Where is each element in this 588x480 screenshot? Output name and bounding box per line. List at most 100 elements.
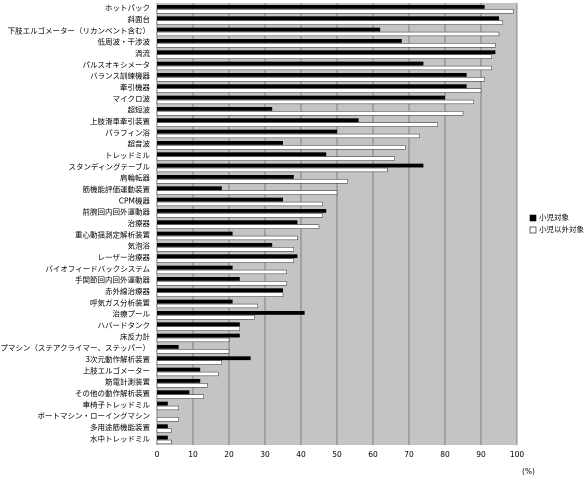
y-tick-label: 下肢エルゴメーター（リカンベント含む） [8,25,150,35]
bar [156,349,230,354]
bar [157,345,179,349]
x-tick-label: 70 [404,450,414,459]
y-tick-label: バランス訓練機器 [90,71,150,81]
y-tick-label: 上肢エルゴメーター [83,365,150,375]
bar [157,61,424,66]
y-tick-label: バイオフィードバックシステム [45,264,150,273]
bar [156,315,255,320]
y-tick-label: ハバードタンク [98,321,151,330]
bar [157,107,273,111]
x-tick-label: 10 [188,450,198,459]
y-tick-label: 筋電計測装置 [105,377,150,387]
x-tick-label: 50 [332,450,342,459]
y-tick-label: マイクロ波 [113,93,151,103]
bar [156,31,500,37]
bar [157,424,168,429]
bar [156,179,349,184]
y-tick-label: その他の動作解析装置 [75,388,150,398]
bar [157,322,240,327]
bar [156,371,219,377]
bar [157,39,402,43]
bar [157,288,283,293]
bar [156,145,406,150]
bar [157,231,233,236]
bar [157,141,283,145]
bar [157,129,337,134]
y-tick-label: 肩輪転器 [120,173,150,183]
y-tick-label: 呼気ガス分析装置 [90,297,150,307]
bar [156,303,259,309]
bar [157,197,283,202]
bar [157,243,273,247]
bar [157,50,496,55]
bar [156,281,287,286]
bar [157,254,298,259]
x-tick-label: 20 [224,450,234,459]
bar [156,20,503,25]
y-tick-label: 前腕回内回外運動器 [83,207,151,217]
bar [156,133,420,139]
bar [157,73,467,77]
bar [157,299,233,304]
y-tick-label: 多用途筋機能装置 [90,422,150,432]
bar [157,118,359,123]
bar [157,152,327,157]
bar [156,417,179,422]
bar [156,99,474,105]
bar [156,405,179,411]
y-tick-label: 床反力計 [120,331,150,341]
x-tick-label: 100 [510,450,525,459]
y-tick-label: CPM機器 [119,195,151,205]
y-tick-label: 低周波・干渉波 [98,37,151,47]
x-tick-label: 80 [440,450,450,459]
bar [156,439,172,445]
bar [156,247,295,252]
legend-label: 小児対象 [539,212,569,222]
bar [157,95,445,100]
bar [156,337,230,343]
bar [156,326,241,331]
y-tick-label: ボートマシン・ローイングマシン [38,411,151,421]
bar [157,186,222,191]
bar [157,5,485,9]
y-tick-label: 超短波 [128,105,151,115]
bar [156,111,464,116]
bar [157,175,294,179]
y-tick-label: 赤外線治療器 [105,286,150,296]
bar [156,224,320,229]
bar [157,367,201,372]
y-tick-label: トレッドミル [105,151,150,160]
bar [157,277,240,281]
bar [157,265,233,270]
legend-label: 小児以外対象 [539,224,584,234]
bar [156,190,338,195]
y-tick-label: パラフィン浴 [105,127,150,137]
bar [156,9,514,14]
bar [156,122,438,127]
y-tick-label: 3次元動作解析装置 [85,354,150,364]
bar [156,201,323,207]
y-tick-label: 手関節回内回外運動器 [75,275,150,285]
bar [157,435,168,440]
bar [156,428,172,433]
bar [156,88,482,93]
y-tick-label: 超音波 [128,139,151,149]
x-tick-label: 90 [476,450,486,459]
y-tick-label: 車椅子トレッドミル [83,399,151,409]
bar [157,390,190,395]
bar [156,213,323,218]
y-tick-label: スタンディングテーブル [68,161,150,171]
bar [157,220,298,225]
bar [157,311,305,315]
bar [156,54,492,59]
bar [156,292,284,297]
bar [156,258,295,263]
bar [157,333,240,338]
y-tick-label: ステップマシン（ステアクライマー、ステッパー） [0,344,150,353]
bar [156,167,388,173]
y-tick-label: 治療器 [128,218,151,228]
bar [157,379,201,383]
y-tick-label: 気泡浴 [128,241,151,251]
bar [157,16,499,21]
bar [156,235,298,241]
